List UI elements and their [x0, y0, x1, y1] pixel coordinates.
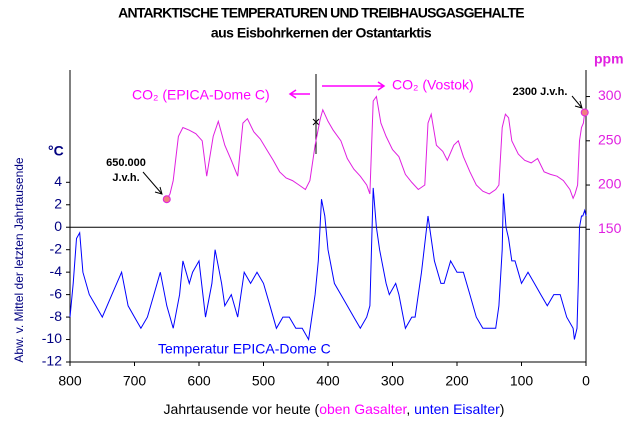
annotation: 2300 J.v.h.	[513, 86, 568, 98]
y-axis-label: Abw. v. Mittel der letzten Jahrtausende	[12, 157, 26, 363]
y-tick-label: -8	[50, 308, 63, 324]
chart-subtitle: aus Eisbohrkernen der Ostantarktis	[211, 25, 432, 41]
arrow-650	[142, 171, 163, 195]
y-tick-label: -10	[42, 330, 62, 346]
y2-tick-label: 150	[598, 220, 622, 236]
x-tick-label: 300	[381, 373, 405, 389]
y-tick-label: 4	[54, 173, 62, 189]
x-axis-label-part: )	[500, 401, 505, 417]
y-unit: °C	[48, 143, 64, 159]
x-axis-label-part: oben Gasalter	[319, 401, 407, 417]
endpoint-marker	[162, 195, 171, 204]
y-tick-label: -6	[50, 285, 63, 301]
x-tick-label: 600	[187, 373, 211, 389]
annotation: CO₂ (Vostok)	[392, 77, 474, 93]
series-line	[69, 187, 587, 342]
y-tick-label: 0	[54, 218, 62, 234]
y-tick-label: -12	[42, 353, 62, 369]
y-tick-label: -4	[50, 263, 63, 279]
y2-tick-label: 250	[598, 131, 622, 147]
series-line	[166, 95, 586, 200]
annotation: CO₂ (EPICA-Dome C)	[132, 87, 270, 103]
endpoint-marker	[580, 108, 589, 117]
y2-tick-label: 200	[598, 176, 622, 192]
x-tick-label: 800	[58, 373, 82, 389]
x-tick-label: 200	[445, 373, 469, 389]
x-axis-label: Jahrtausende vor heute (oben Gasalter, u…	[164, 401, 505, 417]
x-tick-label: 700	[123, 373, 147, 389]
arrow-left	[288, 89, 310, 99]
annotation: Temperatur EPICA-Dome C	[158, 341, 331, 357]
arrow-right	[322, 81, 386, 91]
x-tick-label: 500	[252, 373, 276, 389]
chart-title: ANTARKTISCHE TEMPERATUREN UND TREIBHAUSG…	[118, 5, 524, 21]
x-axis-label-part: Jahrtausende vor heute (	[164, 401, 320, 417]
x-axis-label-part: ,	[406, 401, 414, 417]
x-tick-label: 400	[316, 373, 340, 389]
cross-mark	[312, 118, 320, 126]
arrow-2300	[571, 95, 583, 109]
x-axis-label-part: unten Eisalter	[414, 401, 500, 417]
y2-tick-label: 300	[598, 87, 622, 103]
annotation: 650.000 J.v.h.	[106, 157, 146, 184]
y-tick-label: 2	[54, 195, 62, 211]
y2-unit: ppm	[594, 51, 624, 67]
x-tick-label: 100	[510, 373, 534, 389]
x-tick-label: 0	[582, 373, 590, 389]
y-tick-label: -2	[50, 240, 63, 256]
